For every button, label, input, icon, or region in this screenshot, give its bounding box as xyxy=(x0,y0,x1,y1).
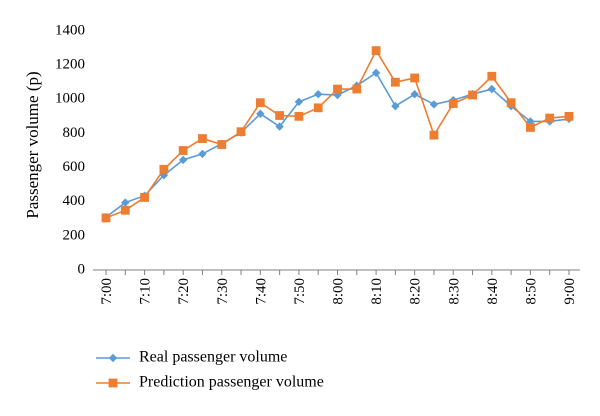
legend-item: Prediction passenger volume xyxy=(96,374,324,391)
legend-label: Real passenger volume xyxy=(139,349,287,366)
data-point xyxy=(178,146,188,155)
y-tick-label: 1200 xyxy=(55,57,85,73)
x-tick-label: 9:00 xyxy=(562,278,578,305)
legend-item: Real passenger volume xyxy=(96,349,287,366)
data-point xyxy=(371,68,381,78)
data-point xyxy=(333,84,342,94)
y-tick-label: 1000 xyxy=(55,91,85,107)
data-point xyxy=(429,100,439,109)
data-point xyxy=(487,71,497,81)
data-point xyxy=(314,89,323,99)
data-point xyxy=(159,164,169,174)
x-tick-label: 7:20 xyxy=(176,278,192,305)
legend-label: Prediction passenger volume xyxy=(139,374,324,391)
legend-marker xyxy=(108,353,118,363)
legend-marker xyxy=(108,378,118,388)
data-point xyxy=(390,77,400,87)
data-point xyxy=(352,84,362,94)
y-axis-title: Passenger volume (p) xyxy=(23,71,42,218)
data-point xyxy=(545,113,555,123)
data-point xyxy=(159,171,169,180)
data-point xyxy=(410,89,419,99)
data-point xyxy=(101,213,111,223)
data-point xyxy=(198,134,207,143)
data-point xyxy=(391,101,400,111)
data-point xyxy=(468,90,477,100)
x-tick-label: 8:00 xyxy=(331,278,347,305)
y-tick-label: 400 xyxy=(63,193,86,209)
data-point xyxy=(275,122,284,131)
x-tick-label: 7:10 xyxy=(138,278,154,305)
data-point xyxy=(487,84,497,94)
series-line xyxy=(105,48,570,219)
x-tick-label: 8:10 xyxy=(369,278,385,305)
data-point xyxy=(217,140,227,149)
x-tick-label: 8:40 xyxy=(485,278,501,305)
data-point xyxy=(371,46,381,56)
data-point xyxy=(294,111,304,121)
data-point xyxy=(140,193,149,202)
x-tick-label: 8:20 xyxy=(408,278,424,305)
data-point xyxy=(255,98,265,108)
legend: Real passenger volume Prediction passenge… xyxy=(96,349,324,391)
data-point xyxy=(564,111,574,121)
data-point xyxy=(236,127,246,137)
data-point xyxy=(410,73,420,83)
data-point xyxy=(506,98,516,108)
data-point xyxy=(120,205,130,215)
data-point xyxy=(429,130,439,140)
data-point xyxy=(178,155,188,165)
x-tick-label: 7:00 xyxy=(99,278,115,305)
y-tick-label: 800 xyxy=(63,125,86,141)
series-layer xyxy=(101,46,574,223)
series-prediction xyxy=(101,46,574,223)
data-point xyxy=(448,99,458,108)
x-tick-label: 7:40 xyxy=(253,278,269,305)
y-axis-ticks: 0 200 400 600 800 1000 1200 1400 xyxy=(55,22,85,277)
data-point xyxy=(294,97,304,107)
y-tick-label: 200 xyxy=(63,227,86,243)
x-axis-ticks: 7:00 7:10 7:20 7:30 7:40 7:50 8:00 8:10 8:20 8:30… xyxy=(99,270,578,305)
x-tick-label: 7:30 xyxy=(215,278,231,305)
data-point xyxy=(198,149,207,159)
y-tick-label: 1400 xyxy=(55,22,85,38)
data-point xyxy=(313,103,323,113)
data-point xyxy=(526,123,535,132)
data-point xyxy=(275,111,285,120)
x-tick-label: 7:50 xyxy=(292,278,308,305)
y-tick-label: 0 xyxy=(78,261,86,277)
x-tick-label: 8:50 xyxy=(523,278,539,305)
data-point xyxy=(256,109,265,118)
data-point xyxy=(526,117,535,126)
data-point xyxy=(333,90,342,100)
data-point xyxy=(121,198,130,207)
x-tick-label: 8:30 xyxy=(446,278,462,305)
y-tick-label: 600 xyxy=(63,159,86,175)
